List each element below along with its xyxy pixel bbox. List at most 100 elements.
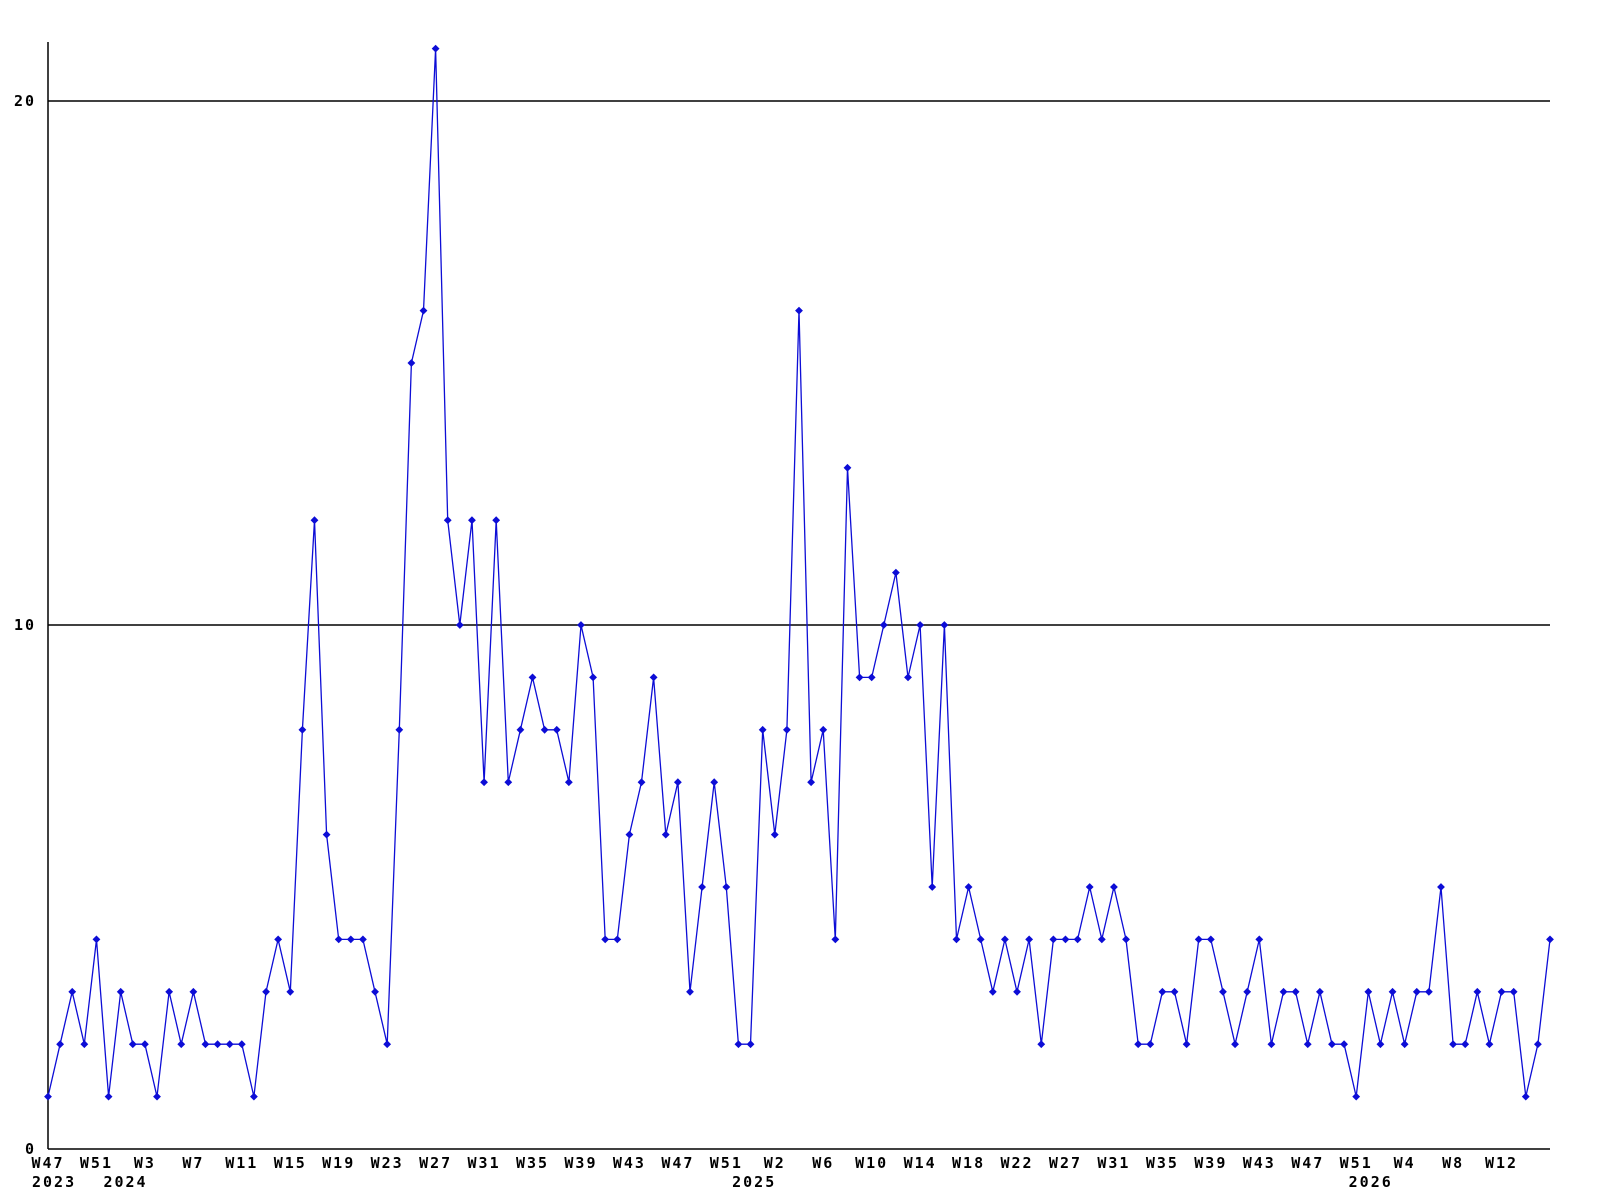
x-tick-label-18: W14: [904, 1154, 937, 1172]
data-point-marker: [916, 621, 925, 629]
data-point-marker: [1170, 987, 1179, 996]
data-point-marker: [1097, 935, 1106, 944]
data-point-marker: [1546, 935, 1554, 944]
data-point-marker: [1509, 987, 1518, 996]
data-point-marker: [1025, 935, 1034, 944]
x-tick-label-10: W35: [516, 1154, 549, 1172]
data-point-marker: [637, 778, 646, 787]
data-point-marker: [213, 1040, 222, 1049]
year-label-2026: 2026: [1349, 1173, 1393, 1191]
year-label-2025: 2025: [732, 1173, 776, 1191]
data-point-marker: [492, 516, 501, 525]
x-tick-label-2: W3: [134, 1154, 156, 1172]
data-point-marker: [1485, 1040, 1494, 1049]
data-point-marker: [952, 935, 961, 944]
data-point-marker: [225, 1040, 234, 1049]
data-point-marker: [855, 673, 864, 682]
data-point-marker: [1424, 987, 1433, 996]
data-point-marker: [879, 621, 888, 629]
data-point-marker: [1279, 987, 1288, 996]
data-point-marker: [1376, 1040, 1385, 1049]
data-point-marker: [1315, 987, 1324, 996]
data-point-marker: [1001, 935, 1009, 944]
data-point-marker: [1412, 987, 1421, 996]
data-point-marker: [516, 725, 525, 734]
data-point-marker: [1364, 987, 1373, 996]
data-point-marker: [831, 935, 840, 944]
data-point-marker: [1340, 1040, 1348, 1049]
data-point-marker: [1243, 987, 1252, 996]
data-point-marker: [310, 516, 319, 525]
data-point-marker: [904, 673, 912, 682]
data-point-marker: [1037, 1040, 1046, 1049]
data-point-marker: [1231, 1040, 1239, 1049]
data-point-marker: [698, 883, 707, 891]
data-point-marker: [1400, 1040, 1409, 1049]
data-point-marker: [734, 1040, 743, 1049]
x-tick-label-28: W4: [1394, 1154, 1416, 1172]
data-point-marker: [443, 516, 452, 525]
x-tick-label-13: W47: [661, 1154, 694, 1172]
data-point-marker: [1291, 987, 1300, 996]
data-point-marker: [976, 935, 985, 944]
data-point-marker: [116, 987, 125, 996]
data-point-marker: [577, 621, 585, 629]
data-point-marker: [964, 883, 973, 891]
data-point-marker: [540, 725, 549, 734]
data-point-marker: [1267, 1040, 1276, 1049]
data-point-marker: [455, 621, 464, 629]
data-point-marker: [419, 306, 428, 315]
data-point-marker: [807, 778, 816, 787]
data-point-marker: [746, 1040, 755, 1049]
x-tick-label-14: W51: [710, 1154, 743, 1172]
x-tick-label-6: W19: [322, 1154, 355, 1172]
data-point-marker: [589, 673, 597, 682]
data-point-marker: [1194, 935, 1203, 944]
data-point-marker: [613, 935, 622, 944]
data-point-marker: [1182, 1040, 1191, 1049]
year-label-2023: 2023: [32, 1173, 76, 1191]
data-point-marker: [274, 935, 283, 944]
data-point-marker: [625, 830, 634, 839]
data-point-marker: [201, 1040, 210, 1049]
data-point-marker: [346, 935, 355, 944]
x-tick-label-8: W27: [419, 1154, 452, 1172]
data-point-marker: [686, 987, 694, 996]
x-tick-label-0: W47: [31, 1154, 64, 1172]
data-point-marker: [1473, 987, 1482, 996]
data-point-marker: [371, 987, 379, 996]
data-point-marker: [867, 673, 876, 682]
x-tick-label-24: W39: [1194, 1154, 1227, 1172]
data-point-marker: [1461, 1040, 1470, 1049]
data-point-marker: [322, 830, 331, 839]
y-tick-label-0: 0: [25, 1140, 36, 1158]
x-tick-label-4: W11: [225, 1154, 258, 1172]
x-tick-label-22: W31: [1097, 1154, 1130, 1172]
data-point-marker: [843, 463, 852, 472]
x-tick-label-7: W23: [371, 1154, 404, 1172]
data-point-marker: [1219, 987, 1227, 996]
data-point-marker: [56, 1040, 65, 1049]
data-point-marker: [395, 725, 404, 734]
data-point-marker: [528, 673, 537, 682]
data-point-marker: [250, 1092, 258, 1101]
y-tick-label-10: 10: [14, 616, 36, 634]
data-point-marker: [1449, 1040, 1458, 1049]
data-point-marker: [1437, 883, 1445, 891]
data-point-marker: [940, 621, 949, 629]
x-tick-label-3: W7: [182, 1154, 204, 1172]
data-point-marker: [819, 725, 828, 734]
data-point-marker: [383, 1040, 392, 1049]
data-point-marker: [1146, 1040, 1155, 1049]
data-point-marker: [928, 883, 937, 891]
data-point-marker: [1110, 883, 1118, 891]
data-point-marker: [1388, 987, 1397, 996]
x-tick-label-16: W6: [812, 1154, 834, 1172]
data-point-marker: [795, 306, 803, 315]
data-point-marker: [237, 1040, 246, 1049]
x-tick-label-29: W8: [1442, 1154, 1464, 1172]
x-tick-label-17: W10: [855, 1154, 888, 1172]
x-tick-label-23: W35: [1146, 1154, 1179, 1172]
data-point-marker: [177, 1040, 186, 1049]
